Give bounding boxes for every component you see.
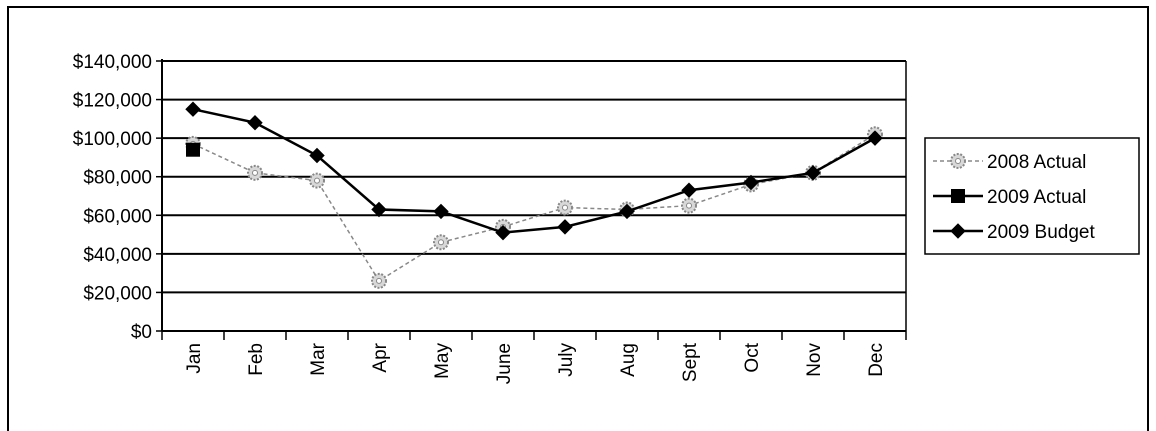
x-tick-label-feb: Feb (246, 343, 267, 376)
x-tick-label-june: June (494, 343, 515, 384)
data-point-2009-budget-dec (867, 130, 883, 146)
legend-item-2009-actual: 2009 Actual (933, 187, 1086, 208)
data-point-2009-budget-jan (185, 101, 201, 117)
series-2008-actual (185, 126, 883, 289)
y-tick-label: $100,000 (73, 129, 152, 150)
x-tick-label-aug: Aug (618, 343, 639, 377)
series-2009-budget (185, 101, 883, 241)
data-point-2009-budget-apr (371, 201, 387, 218)
data-point-2009-budget-may (433, 203, 449, 220)
x-tick-label-dec: Dec (866, 343, 887, 377)
x-axis-ticks: Jan Feb Mar Apr May June July Aug Sept Oct Nov Dec (184, 342, 887, 384)
data-point-2009-budget-sept (681, 182, 697, 198)
x-tick-label-sept: Sept (680, 342, 701, 382)
series-line-2009-budget (192, 107, 876, 234)
x-tick-label-oct: Oct (742, 342, 763, 372)
data-point-2009-budget-july (557, 219, 573, 235)
y-tick-label: $120,000 (73, 91, 152, 112)
series-line-2008-actual (192, 133, 876, 282)
data-point-2009-budget-oct (743, 174, 759, 191)
data-point-2009-budget-feb (247, 115, 263, 131)
data-point-2008-actual-sept (681, 197, 697, 214)
legend-item-2008-actual: 2008 Actual (933, 152, 1086, 173)
data-point-2008-actual-july (557, 199, 573, 216)
x-tick-label-july: July (556, 343, 577, 377)
y-axis-ticks: $0 $20,000 $40,000 $60,000 $80,000 $100,000 $1… (73, 52, 152, 343)
axes (156, 59, 907, 340)
data-point-2008-actual-mar (309, 172, 325, 189)
data-point-2009-budget-nov (805, 165, 821, 181)
x-tick-label-mar: Mar (308, 342, 329, 375)
data-point-2008-actual-feb (247, 164, 263, 181)
data-point-2009-actual-jan (186, 142, 200, 157)
legend-marker-square (951, 189, 965, 203)
x-tick-label-may: May (432, 343, 453, 379)
chart-frame (7, 6, 1149, 431)
y-tick-label: $20,000 (83, 283, 152, 304)
legend-label: 2008 Actual (987, 152, 1086, 173)
legend-label: 2009 Budget (987, 222, 1095, 243)
legend-marker-diamond (950, 223, 966, 239)
x-tick-label-nov: Nov (804, 343, 825, 377)
series-layer (185, 101, 883, 289)
legend-marker-gear (950, 153, 966, 169)
data-point-2009-budget-mar (309, 147, 325, 164)
series-2009-actual (186, 142, 200, 157)
y-tick-label: $60,000 (83, 206, 152, 227)
y-tick-label: $140,000 (73, 52, 152, 73)
data-point-2009-budget-june (495, 224, 511, 241)
x-tick-label-apr: Apr (370, 342, 391, 372)
y-tick-label: $0 (131, 322, 152, 343)
data-point-2009-budget-aug (619, 203, 635, 220)
legend: 2008 Actual 2009 Actual 2009 Budget (924, 137, 1140, 255)
y-tick-label: $40,000 (83, 245, 152, 266)
data-point-2008-actual-may (433, 234, 449, 251)
legend-label: 2009 Actual (987, 187, 1086, 208)
data-point-2008-actual-apr (371, 272, 387, 289)
y-tick-label: $80,000 (83, 168, 152, 189)
legend-item-2009-budget: 2009 Budget (933, 222, 1095, 243)
x-tick-label-jan: Jan (184, 343, 205, 374)
